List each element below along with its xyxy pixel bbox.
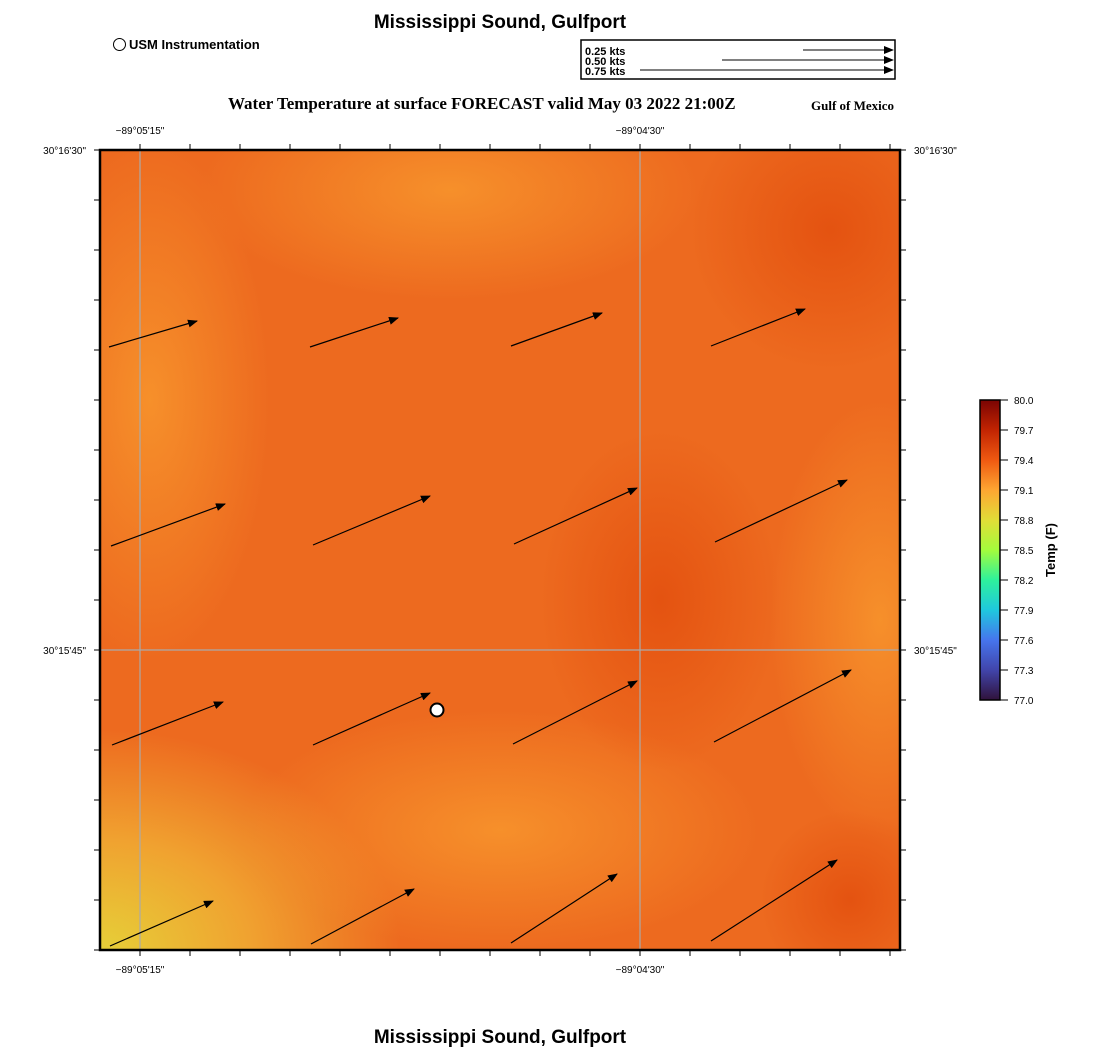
field-dark-northeast: [690, 150, 900, 370]
lat-label-left-1: 30°16'30": [43, 146, 86, 157]
lon-label-top-2: −89°04'30": [616, 126, 665, 137]
field-yellow-southwest: [100, 730, 400, 950]
map-frame: [94, 144, 906, 956]
station-marker-icon: [113, 38, 126, 51]
grid-lines: [100, 150, 900, 950]
lat-label-right-2: 30°15'45": [914, 646, 957, 657]
footer-title: Mississippi Sound, Gulfport: [373, 1027, 627, 1048]
current-vector: [109, 900, 214, 947]
vector-scale-legend: 0.25 kts 0.50 kts 0.75 kts: [580, 39, 896, 80]
frame-ticks: [94, 144, 906, 956]
colorbar-tick-label: 78.2: [1014, 576, 1034, 587]
colorbar-tick-label: 77.6: [1014, 636, 1034, 647]
colorbar-tick-label: 77.3: [1014, 666, 1034, 677]
scale-label-050: 0.50 kts: [585, 56, 625, 68]
temperature-field: [100, 150, 900, 950]
lon-label-bottom-1: −89°05'15": [116, 965, 165, 976]
current-vector: [710, 308, 806, 347]
colorbar-title: Temp (F): [1043, 523, 1058, 577]
current-vector: [710, 859, 838, 942]
colorbar-ticks: 80.0 79.7 79.4 79.1 78.8 78.5 78.2 77.9 77.6 77.3…: [1000, 396, 1034, 707]
field-light-east: [770, 400, 900, 840]
current-vector: [510, 873, 618, 944]
current-vector: [713, 669, 852, 743]
colorbar-bar: [979, 399, 1001, 701]
current-vector: [312, 495, 431, 546]
field-light-north: [200, 150, 700, 300]
colorbar-tick-label: 78.5: [1014, 546, 1034, 557]
lat-label-left-2: 30°15'45": [43, 646, 86, 657]
legend-label: USM Instrumentation: [129, 37, 260, 52]
current-vector: [310, 888, 415, 945]
colorbar-tick-label: 77.9: [1014, 606, 1034, 617]
current-vector: [513, 487, 638, 545]
colorbar: 80.0 79.7 79.4 79.1 78.8 78.5 78.2 77.9 77.6 77.3…: [979, 396, 1058, 707]
map-title: Mississippi Sound, Gulfport: [373, 12, 627, 33]
colorbar-tick-label: 80.0: [1014, 396, 1034, 407]
colorbar-tick-label: 78.8: [1014, 516, 1034, 527]
current-vector: [312, 692, 431, 746]
usm-station-marker[interactable]: [429, 702, 445, 718]
scale-label-075: 0.75 kts: [585, 66, 625, 78]
lon-label-bottom-2: −89°04'30": [616, 965, 665, 976]
field-dark-southeast: [760, 810, 900, 950]
current-vector: [512, 680, 638, 745]
axis-labels: −89°05'15" −89°04'30" −89°05'15" −89°04'…: [43, 126, 957, 976]
current-vectors: [108, 308, 852, 947]
lat-label-right-1: 30°16'30": [914, 146, 957, 157]
current-vector: [110, 503, 226, 547]
field-dark-center: [540, 430, 780, 770]
current-vector: [111, 701, 224, 746]
colorbar-tick-label: 79.1: [1014, 486, 1034, 497]
lon-label-top-1: −89°05'15": [116, 126, 165, 137]
current-vector: [309, 317, 399, 348]
current-vector: [714, 479, 848, 543]
colorbar-tick-label: 77.0: [1014, 696, 1034, 707]
region-label: Gulf of Mexico: [811, 98, 895, 113]
colorbar-tick-label: 79.4: [1014, 456, 1034, 467]
current-vector: [108, 319, 198, 348]
colorbar-tick-label: 79.7: [1014, 426, 1034, 437]
scale-label-025: 0.25 kts: [585, 46, 625, 58]
legend-usm-instrumentation: USM Instrumentation: [113, 37, 260, 52]
forecast-subtitle: Water Temperature at surface FORECAST va…: [228, 94, 736, 113]
current-vector: [510, 312, 603, 347]
field-light-west: [100, 150, 270, 660]
